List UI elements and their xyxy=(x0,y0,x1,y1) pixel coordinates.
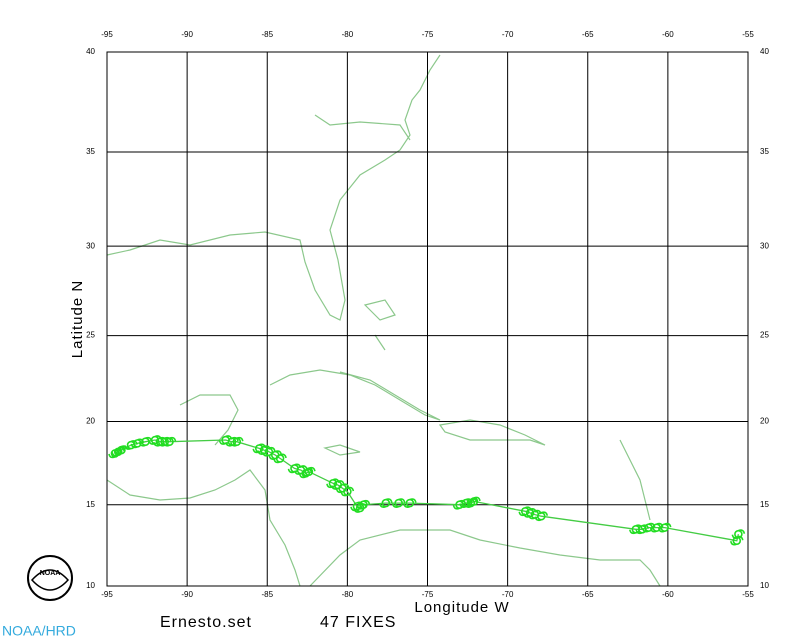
y-tick-label: 15 xyxy=(86,500,95,509)
fix-marker xyxy=(138,436,153,447)
x-tick-label: -80 xyxy=(342,590,354,599)
y-tick-label: 25 xyxy=(86,331,95,340)
coastline xyxy=(619,439,651,521)
fix-marker xyxy=(326,478,340,489)
x-tick-label: -75 xyxy=(422,590,434,599)
coastline xyxy=(106,469,301,587)
x-tick-label: -90 xyxy=(181,590,193,599)
x-tick-label: -65 xyxy=(582,590,594,599)
y-tick-label: 35 xyxy=(86,147,95,156)
coastline xyxy=(438,419,546,446)
y-tick-label: 20 xyxy=(760,417,769,426)
y-tick-label: 20 xyxy=(86,417,95,426)
coastlines xyxy=(106,54,661,587)
credit: NOAA/HRD xyxy=(2,623,76,639)
x-tick-label: -75 xyxy=(422,30,434,39)
fix-marker xyxy=(518,506,533,517)
fix-marker xyxy=(108,448,122,459)
y-tick-label: 40 xyxy=(760,47,769,56)
fix-marker xyxy=(252,443,267,454)
x-tick-label: -80 xyxy=(342,30,354,39)
fix-marker xyxy=(629,524,643,535)
y-axis-label: Latitude N xyxy=(69,280,86,358)
y-tick-label: 10 xyxy=(86,581,95,590)
x-tick-label: -85 xyxy=(261,30,273,39)
title: Ernesto.set xyxy=(160,614,252,631)
fix-marker xyxy=(350,501,364,512)
fix-marker xyxy=(268,450,283,460)
y-tick-label: 30 xyxy=(86,241,95,250)
fix-marker xyxy=(403,498,417,508)
coastline xyxy=(363,299,396,351)
coastline xyxy=(179,394,239,446)
logo-text: NOAA xyxy=(40,570,61,577)
y-tick-label: 40 xyxy=(86,47,95,56)
fix-marker xyxy=(218,435,233,445)
coastline xyxy=(323,444,361,456)
y-tick-label: 15 xyxy=(760,500,769,509)
fix-marker xyxy=(729,535,744,546)
fix-marker xyxy=(452,499,467,510)
x-tick-label: -55 xyxy=(742,30,754,39)
x-tick-label: -95 xyxy=(101,30,113,39)
y-tick-label: 30 xyxy=(760,241,769,250)
coastline xyxy=(314,114,411,141)
y-tick-label: 25 xyxy=(760,331,769,340)
x-tick-label: -60 xyxy=(662,590,674,599)
x-tick-label: -70 xyxy=(502,30,514,39)
fix-marker xyxy=(379,498,393,508)
x-axis-label: Longitude W xyxy=(414,599,509,616)
x-tick-label: -60 xyxy=(662,30,674,39)
x-tick-label: -85 xyxy=(261,590,273,599)
x-tick-label: -65 xyxy=(582,30,594,39)
coastline xyxy=(106,54,441,321)
x-tick-label: -55 xyxy=(742,590,754,599)
coastline xyxy=(269,369,441,421)
coastline xyxy=(309,529,661,587)
y-tick-label: 10 xyxy=(760,581,769,590)
fix-marker xyxy=(391,498,406,508)
fix-marker xyxy=(287,463,302,474)
x-tick-label: -95 xyxy=(101,590,113,599)
x-tick-label: -90 xyxy=(181,30,193,39)
logo-bird xyxy=(30,569,70,591)
y-tick-label: 35 xyxy=(760,147,769,156)
x-tick-label: -70 xyxy=(502,590,514,599)
subtitle: 47 FIXES xyxy=(320,614,396,631)
